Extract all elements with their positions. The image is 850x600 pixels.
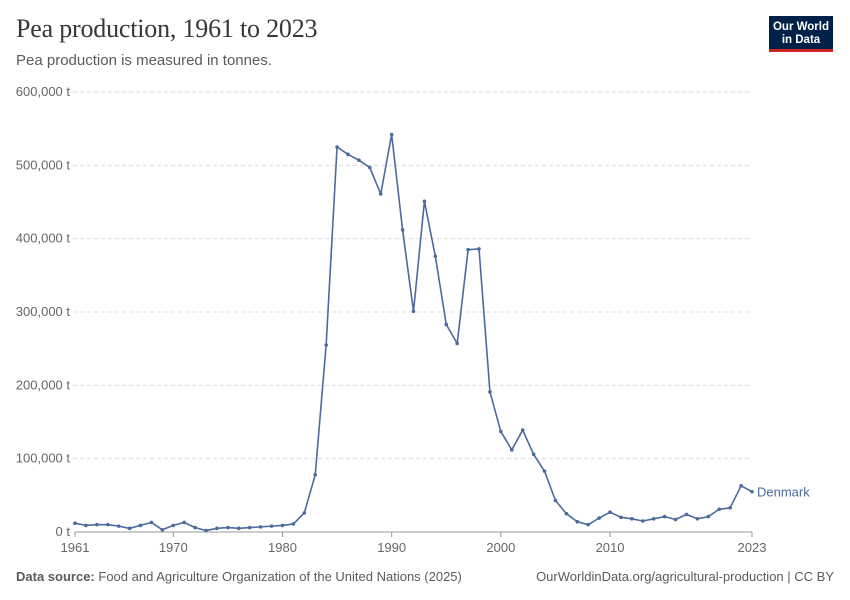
data-point: [204, 528, 208, 533]
data-point: [575, 519, 580, 524]
series-label: Denmark: [757, 485, 810, 500]
y-tick-label: 200,000 t: [16, 377, 71, 392]
data-point: [662, 514, 667, 519]
data-point: [236, 526, 241, 531]
data-point: [357, 158, 361, 162]
y-tick-label: 600,000 t: [16, 84, 71, 99]
data-point: [531, 452, 536, 457]
data-point: [641, 519, 645, 523]
data-point: [564, 511, 569, 516]
data-point: [477, 247, 481, 251]
source-label: Data source:: [16, 569, 95, 584]
data-point: [269, 524, 274, 528]
data-point: [542, 469, 547, 473]
data-point: [73, 521, 77, 525]
data-point: [84, 523, 88, 528]
data-point: [346, 152, 350, 157]
data-point: [160, 528, 165, 532]
data-point: [302, 511, 307, 515]
series-line-denmark: [74, 133, 753, 532]
data-point: [389, 132, 394, 137]
data-point: [226, 525, 230, 530]
logo-line-1: Our World: [772, 21, 829, 33]
data-point: [597, 516, 601, 520]
data-point: [466, 247, 470, 252]
footer-source: Data source: Food and Agriculture Organi…: [16, 569, 462, 584]
x-tick-label: 1970: [159, 540, 188, 555]
data-point: [138, 523, 143, 528]
data-point: [215, 526, 219, 531]
data-point: [368, 165, 372, 170]
data-point: [313, 473, 318, 477]
data-point: [695, 517, 700, 521]
data-point: [422, 199, 427, 204]
data-point: [105, 522, 110, 527]
data-point: [280, 523, 285, 528]
data-point: [193, 525, 197, 530]
source-text: Food and Agriculture Organization of the…: [98, 569, 462, 584]
data-point: [673, 517, 678, 522]
x-tick-label: 1990: [377, 540, 406, 555]
data-point: [488, 390, 492, 394]
series-group: Denmark: [73, 132, 810, 533]
data-point: [116, 524, 121, 528]
y-tick-label: 300,000 t: [16, 304, 71, 319]
x-tick-label: 2000: [486, 540, 515, 555]
data-point: [335, 145, 339, 149]
y-tick-label: 500,000 t: [16, 157, 71, 172]
data-point: [509, 448, 514, 452]
data-point: [378, 192, 383, 196]
data-point: [553, 498, 558, 503]
data-point: [455, 341, 459, 346]
data-point: [651, 517, 656, 521]
chart-subtitle: Pea production is measured in tonnes.: [16, 52, 272, 69]
data-point: [411, 309, 416, 314]
y-tick-label: 0 t: [56, 524, 71, 539]
x-tick-label: 1980: [268, 540, 297, 555]
data-point: [608, 510, 612, 514]
owid-logo[interactable]: Our World in Data: [769, 16, 833, 52]
data-point: [444, 322, 449, 327]
data-point: [247, 525, 252, 530]
data-point: [258, 525, 263, 529]
grid-lines: [73, 91, 752, 460]
y-tick-label: 100,000 t: [16, 451, 71, 466]
data-point: [684, 512, 689, 517]
y-axis-ticks: 0 t 100,000 t 200,000 t 300,000 t 400,000 t 5…: [16, 84, 71, 539]
data-point: [291, 522, 296, 526]
data-point: [499, 429, 503, 434]
data-point: [520, 428, 525, 432]
data-point: [739, 484, 743, 488]
footer-url[interactable]: OurWorldinData.org/agricultural-producti…: [536, 569, 834, 584]
data-point: [717, 507, 722, 512]
x-tick-label: 2023: [738, 540, 767, 555]
logo-line-2: in Data: [781, 34, 821, 46]
data-point: [400, 228, 405, 232]
x-tick-label: 2010: [596, 540, 625, 555]
chart-title: Pea production, 1961 to 2023: [16, 14, 318, 43]
data-point: [149, 520, 154, 525]
data-point: [182, 520, 186, 525]
data-point: [127, 526, 132, 531]
data-point: [433, 254, 438, 259]
data-point: [586, 522, 591, 527]
data-point: [750, 489, 754, 494]
data-point: [706, 514, 711, 519]
data-point: [728, 506, 732, 510]
y-tick-label: 400,000 t: [16, 231, 71, 246]
data-point: [324, 343, 328, 347]
data-point: [630, 517, 634, 521]
x-axis: 1961 1970 1980 1990 2000 2010 2023: [61, 531, 767, 555]
data-point: [171, 523, 176, 528]
data-point: [619, 515, 623, 520]
x-tick-label: 1961: [61, 540, 90, 555]
line-chart: 0 t 100,000 t 200,000 t 300,000 t 400,000 t 5…: [16, 84, 810, 555]
data-point: [95, 522, 99, 527]
